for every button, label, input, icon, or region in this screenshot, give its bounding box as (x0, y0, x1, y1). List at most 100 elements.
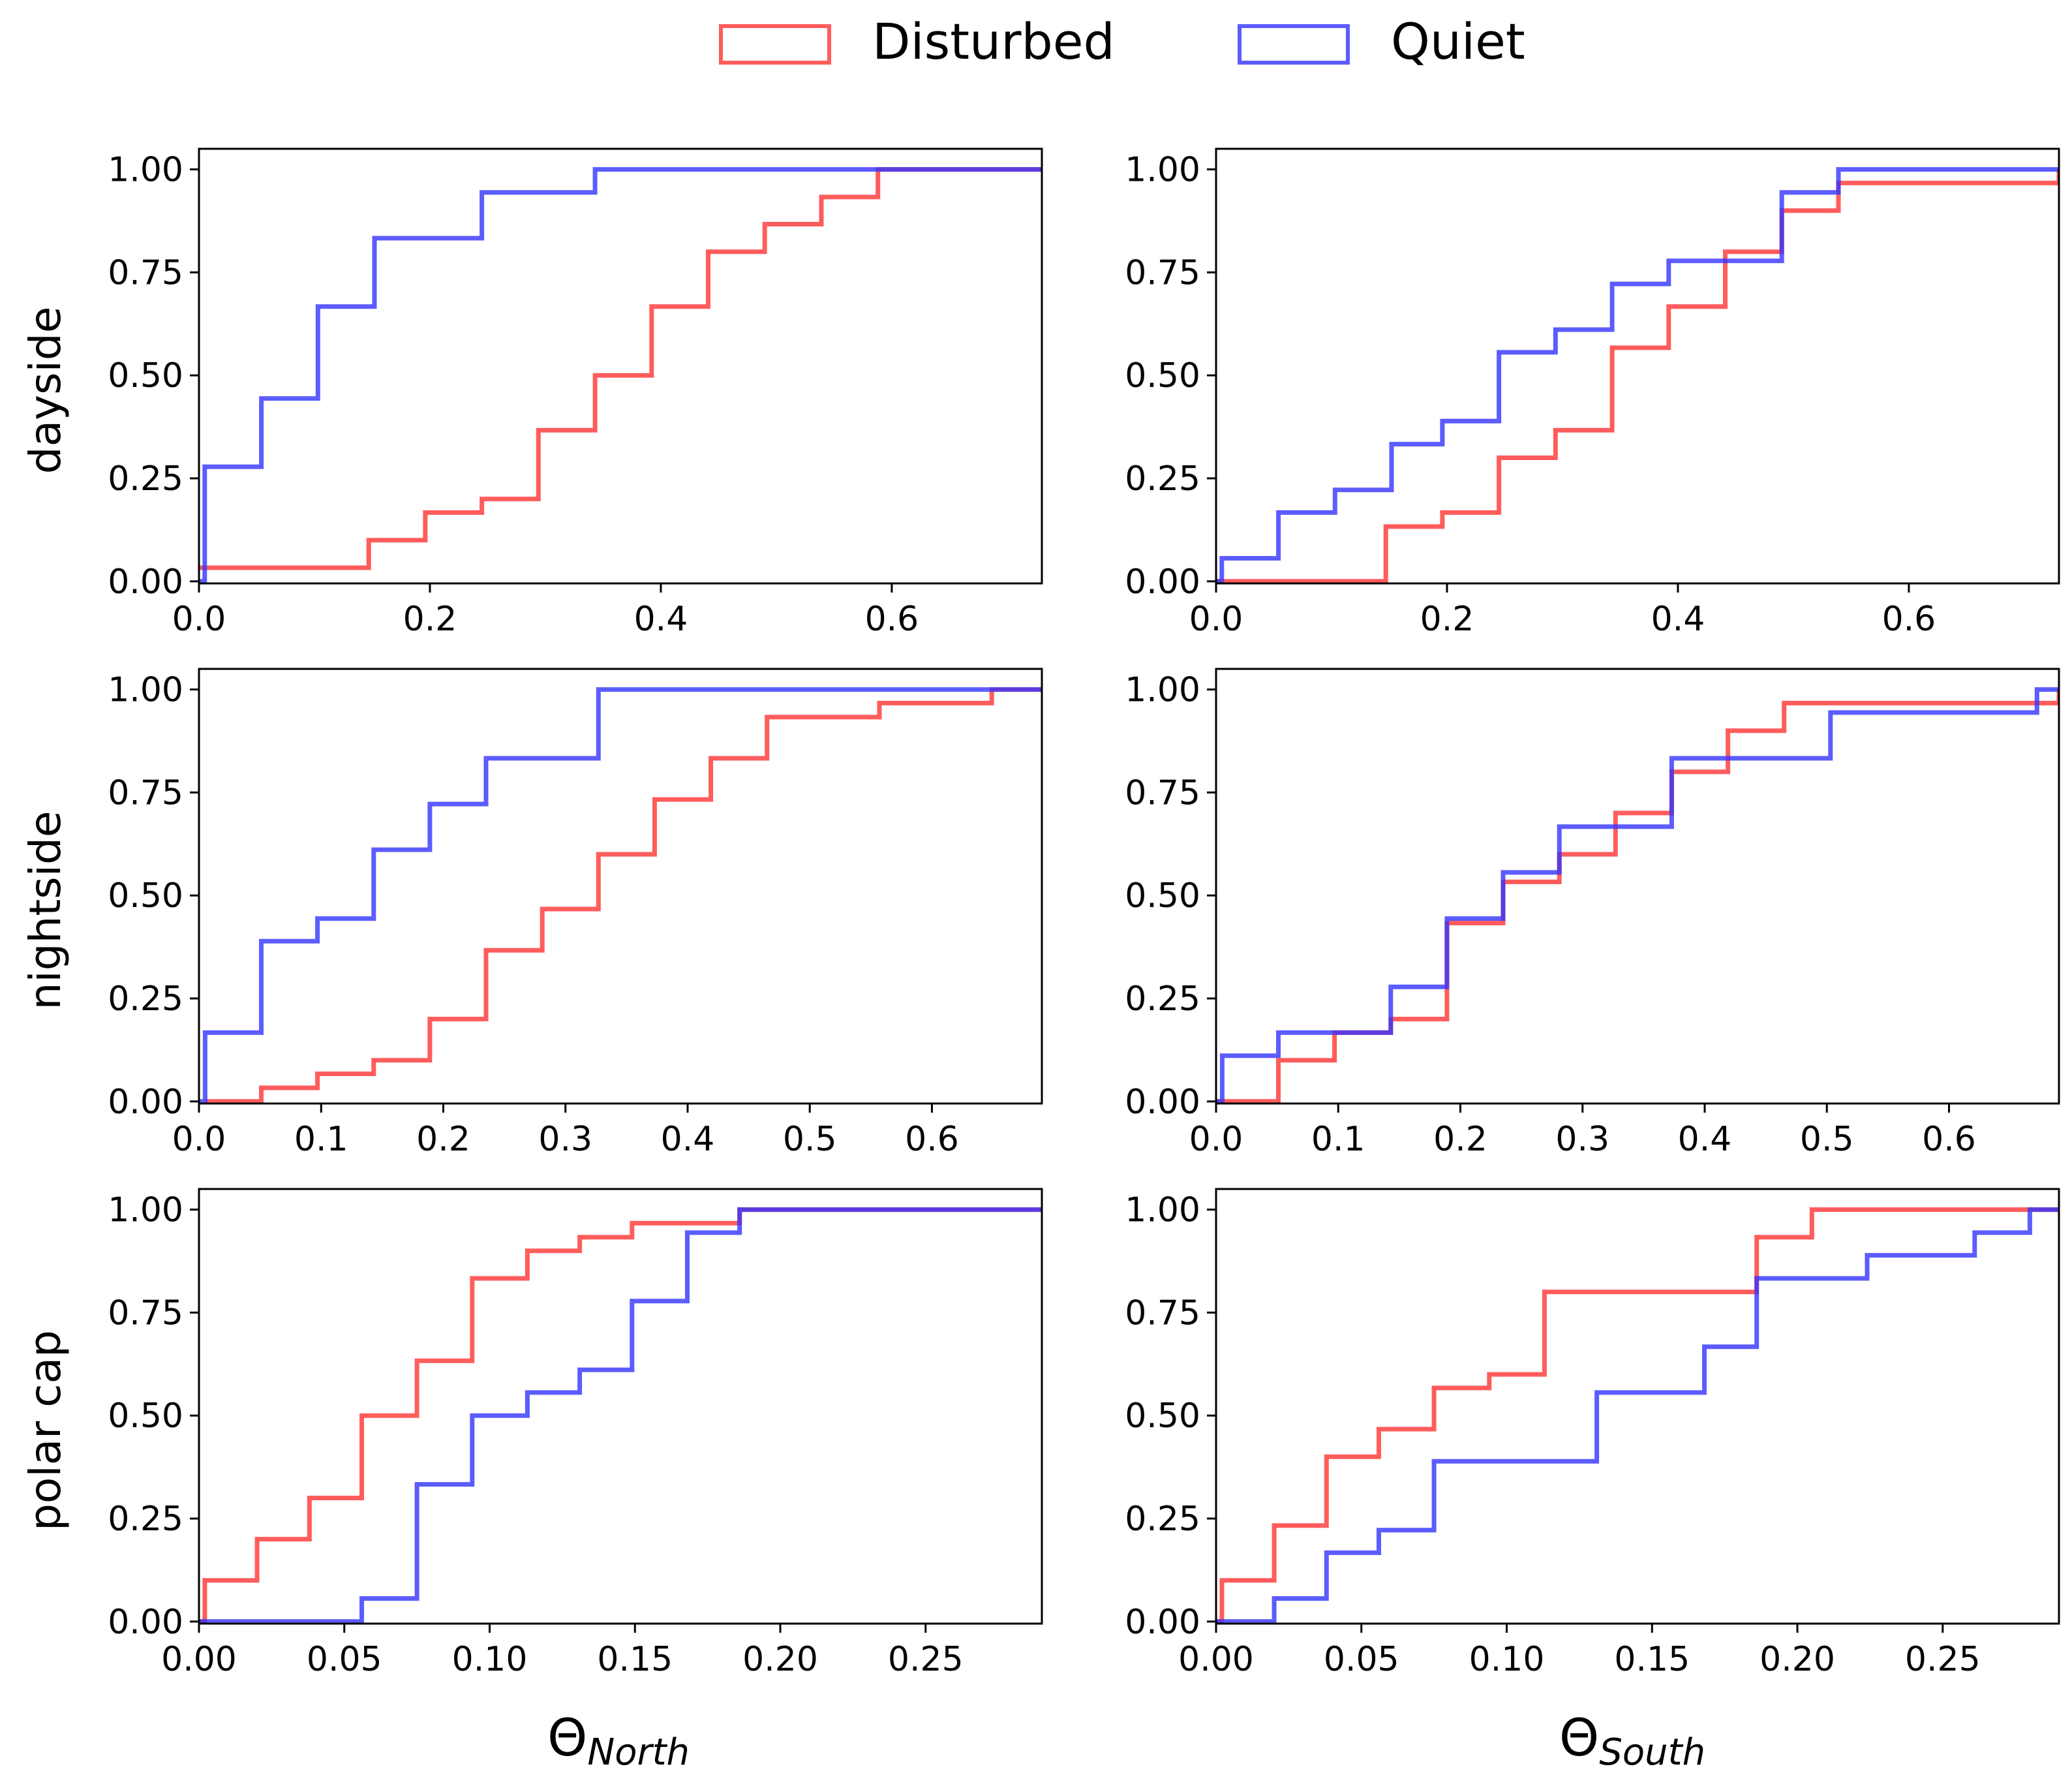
axes-frame (1215, 668, 2060, 1105)
x-tick-label: 0.6 (905, 1120, 959, 1159)
x-tick-label: 0.15 (597, 1640, 673, 1679)
ylabel-dayside: dayside (20, 307, 70, 474)
x-tick-label: 0.1 (1311, 1120, 1365, 1159)
axes-frame (1215, 147, 2060, 585)
axes-frame (198, 147, 1043, 585)
y-tick-label: 0.75 (1125, 773, 1200, 812)
y-tick-label: 0.25 (108, 980, 183, 1019)
panel-4: 0.00 0.05 0.10 0.15 0.20 0.25 0.00 0.25 0.50 0.75… (108, 1188, 1043, 1679)
series-group (199, 167, 1042, 583)
x-tick-label: 0.3 (1555, 1120, 1609, 1159)
y-tick-label: 0.75 (108, 773, 183, 812)
legend-label-quiet: Quiet (1391, 12, 1525, 70)
y-tick-label: 1.00 (108, 1191, 183, 1230)
axes-frame (198, 1188, 1043, 1625)
ylabel-polar-cap: polar cap (20, 1330, 70, 1531)
y-tick-label: 0.00 (108, 563, 183, 602)
xlabel-north-theta: Θ (547, 1709, 587, 1768)
legend: Disturbed Quiet (719, 12, 1525, 70)
ylabel-nightside: nightside (20, 811, 70, 1010)
y-tick-label: 0.25 (108, 459, 183, 499)
series-line-quiet (199, 167, 1042, 583)
x-tick-label: 0.5 (783, 1120, 837, 1159)
x-tick-label: 0.4 (1678, 1120, 1732, 1159)
x-tick-label: 0.1 (294, 1120, 348, 1159)
panels: 0.0 0.2 0.4 0.6 0.00 0.25 0.50 0.75 1.00 0.0 0.2 0.… (108, 147, 2060, 1679)
y-tick-label: 0.25 (108, 1500, 183, 1539)
x-tick-label: 0.0 (172, 600, 226, 639)
series-line-quiet (199, 1207, 1042, 1624)
row-label-dayside: dayside (20, 307, 70, 474)
x-tick-label: 0.15 (1614, 1640, 1690, 1679)
x-tick-label: 0.2 (416, 1120, 470, 1159)
series-line-quiet (1216, 1207, 2059, 1624)
y-tick-label: 1.00 (1125, 671, 1200, 710)
x-tick-label: 0.5 (1800, 1120, 1854, 1159)
xlabel-north: ΘNorth (547, 1709, 690, 1774)
series-line-disturbed (199, 167, 1042, 570)
series-line-disturbed (199, 1207, 1042, 1624)
y-tick-label: 0.25 (1125, 1500, 1200, 1539)
series-line-disturbed (1216, 1207, 2059, 1624)
panel-3: 0.0 0.1 0.2 0.3 0.4 0.5 0.6 0.00 0.25 0.50 0.75 1.0… (1125, 668, 2060, 1159)
x-tick-label: 0.0 (1189, 600, 1243, 639)
y-tick-label: 0.00 (108, 1603, 183, 1642)
x-tick-label: 0.20 (742, 1640, 818, 1679)
legend-label-disturbed: Disturbed (872, 12, 1115, 70)
legend-swatch-disturbed (719, 24, 831, 65)
series-line-quiet (1216, 687, 2059, 1104)
y-tick-label: 1.00 (108, 671, 183, 710)
y-tick-label: 0.25 (1125, 459, 1200, 499)
panel-2: 0.0 0.1 0.2 0.3 0.4 0.5 0.6 0.00 0.25 0.50 0.75 1.0… (108, 668, 1043, 1159)
panel-0: 0.0 0.2 0.4 0.6 0.00 0.25 0.50 0.75 1.00 (108, 147, 1043, 639)
x-tick-label: 0.2 (1433, 1120, 1487, 1159)
series-line-quiet (1216, 167, 2059, 583)
axes-frame (1215, 1188, 2060, 1625)
x-tick-label: 0.6 (865, 600, 919, 639)
legend-swatch-quiet (1238, 24, 1350, 65)
x-tick-label: 0.05 (1324, 1640, 1399, 1679)
series-group (1216, 687, 2059, 1104)
x-tick-label: 0.00 (161, 1640, 237, 1679)
y-tick-label: 0.50 (1125, 356, 1200, 395)
y-tick-label: 0.00 (108, 1083, 183, 1122)
x-tick-label: 0.0 (1189, 1120, 1243, 1159)
panel-5: 0.00 0.05 0.10 0.15 0.20 0.25 0.00 0.25 0.50 0.75… (1125, 1188, 2060, 1679)
y-tick-label: 0.75 (1125, 253, 1200, 292)
x-tick-label: 0.4 (661, 1120, 715, 1159)
x-tick-label: 0.4 (634, 600, 688, 639)
series-group (199, 1207, 1042, 1624)
x-tick-label: 0.25 (1905, 1640, 1981, 1679)
x-tick-label: 0.25 (888, 1640, 964, 1679)
x-tick-label: 0.4 (1651, 600, 1705, 639)
y-tick-label: 0.50 (108, 1397, 183, 1436)
axes-frame (198, 668, 1043, 1105)
xlabel-south: ΘSouth (1559, 1709, 1705, 1774)
xlabel-south-subscript: South (1599, 1731, 1705, 1774)
x-tick-label: 0.20 (1760, 1640, 1835, 1679)
row-label-nightside: nightside (20, 811, 70, 1010)
x-tick-label: 0.10 (1469, 1640, 1545, 1679)
panel-1: 0.0 0.2 0.4 0.6 0.00 0.25 0.50 0.75 1.00 (1125, 147, 2060, 639)
xlabel-north-subscript: North (587, 1731, 690, 1774)
y-tick-label: 0.50 (108, 356, 183, 395)
y-tick-label: 0.50 (1125, 1397, 1200, 1436)
series-group (199, 687, 1042, 1104)
y-tick-label: 1.00 (1125, 151, 1200, 190)
y-tick-label: 0.25 (1125, 980, 1200, 1019)
y-tick-label: 0.00 (1125, 1603, 1200, 1642)
x-tick-label: 0.2 (1420, 600, 1474, 639)
y-tick-label: 0.00 (1125, 1083, 1200, 1122)
x-tick-label: 0.0 (172, 1120, 226, 1159)
y-tick-label: 0.00 (1125, 563, 1200, 602)
y-tick-label: 0.50 (1125, 876, 1200, 916)
series-group (1216, 1207, 2059, 1624)
x-tick-label: 0.05 (307, 1640, 382, 1679)
series-line-disturbed (1216, 689, 2059, 1104)
series-line-quiet (199, 687, 1042, 1104)
y-tick-label: 0.75 (1125, 1293, 1200, 1333)
row-label-polar-cap: polar cap (20, 1330, 70, 1531)
x-tick-label: 0.2 (403, 600, 457, 639)
y-tick-label: 0.75 (108, 1293, 183, 1333)
